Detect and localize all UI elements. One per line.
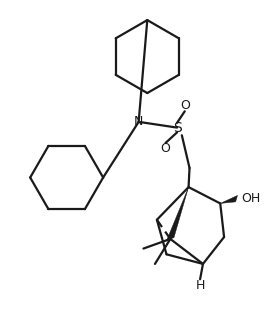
Text: S: S bbox=[173, 121, 181, 134]
Text: OH: OH bbox=[241, 192, 261, 205]
Text: N: N bbox=[134, 115, 143, 128]
Polygon shape bbox=[220, 196, 238, 204]
Polygon shape bbox=[167, 187, 188, 240]
Text: O: O bbox=[180, 99, 190, 112]
Text: O: O bbox=[161, 142, 171, 155]
Text: H: H bbox=[195, 279, 205, 291]
